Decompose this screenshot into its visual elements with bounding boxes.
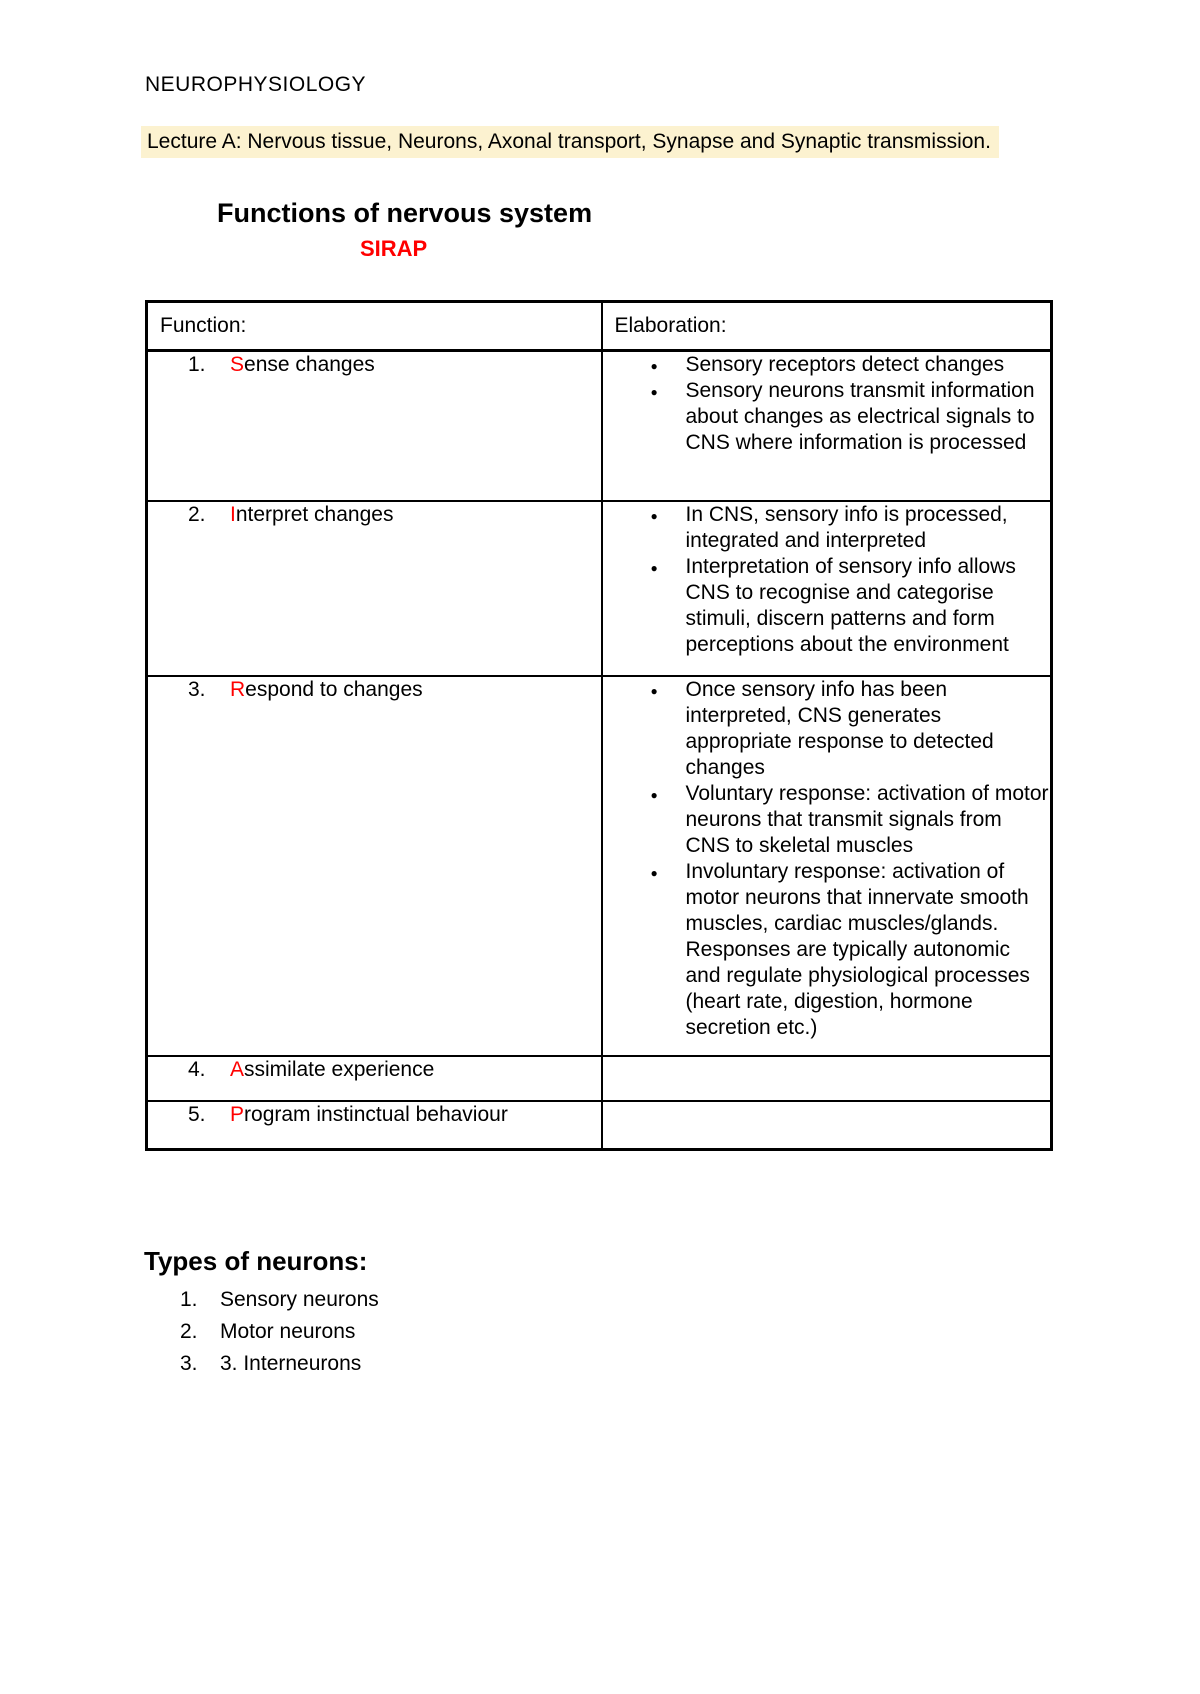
list-item-text: Sensory neurons (220, 1288, 379, 1311)
bullet-item: ● Involuntary response: activation of mot… (651, 859, 1051, 1041)
table-row: 5. Program instinctual behaviour (145, 1099, 1053, 1151)
elaboration-cell: ● Sensory receptors detect changes ● Senso… (600, 349, 1053, 502)
lecture-banner-highlight: Lecture A: Nervous tissue, Neurons, Axon… (141, 126, 999, 158)
elaboration-cell-empty (600, 1054, 1053, 1102)
bullet-icon: ● (650, 385, 658, 399)
function-cell: 3. Respond to changes (145, 674, 603, 1057)
item-number: 2. (188, 502, 206, 526)
elaboration-cell: ● In CNS, sensory info is processed, inte… (600, 499, 1053, 677)
item-number: 4. (188, 1057, 206, 1081)
elaboration-cell: ● Once sensory info has been interpreted,… (600, 674, 1053, 1057)
mnemonic-letter: A (230, 1057, 245, 1081)
list-item: 2. Motor neurons (144, 1316, 379, 1348)
bullet-item: ● Sensory receptors detect changes (651, 352, 1051, 378)
list-item: 3. 3. Interneurons (144, 1348, 379, 1380)
bullet-text: Sensory receptors detect changes (685, 353, 1005, 376)
table-row: 3. Respond to changes ● Once sensory info … (145, 674, 1053, 1057)
bullet-list: ● In CNS, sensory info is processed, inte… (603, 502, 1051, 658)
item-number: 3. (188, 677, 206, 701)
function-cell: 2. Interpret changes (145, 499, 603, 677)
bullet-icon: ● (650, 359, 658, 373)
function-label: ense changes (244, 353, 375, 376)
document-title: NEUROPHYSIOLOGY (145, 73, 367, 96)
bullet-text: In CNS, sensory info is processed, integ… (685, 502, 1008, 552)
table-row: 1. Sense changes ● Sensory receptors detec… (145, 349, 1053, 502)
elaboration-cell-empty (600, 1099, 1053, 1151)
column-header-elaboration: Elaboration: (600, 300, 1053, 352)
table-header-row: Function: Elaboration: (145, 300, 1053, 352)
item-number: 1. (180, 1288, 198, 1311)
bullet-item: ● In CNS, sensory info is processed, inte… (651, 502, 1051, 554)
bullet-list: ● Once sensory info has been interpreted,… (603, 677, 1051, 1041)
function-label: nterpret changes (235, 502, 394, 526)
function-cell: 4. Assimilate experience (145, 1054, 603, 1102)
item-number: 1. (188, 353, 206, 376)
list-item-text: Motor neurons (220, 1320, 356, 1343)
function-item: 4. Assimilate experience (148, 1057, 601, 1083)
bullet-text: Interpretation of sensory info allows CN… (685, 554, 1016, 656)
function-label: espond to changes (245, 677, 423, 701)
mnemonic-letter: I (230, 502, 236, 526)
mnemonic-letter: R (230, 677, 246, 701)
mnemonic-sirap: SIRAP (360, 236, 428, 261)
mnemonic-letter: S (230, 353, 245, 376)
bullet-text: Involuntary response: activation of moto… (685, 859, 1030, 1039)
section-heading: Functions of nervous system (217, 198, 593, 228)
mnemonic-letter: P (230, 1102, 245, 1126)
function-label: rogram instinctual behaviour (244, 1102, 508, 1126)
item-number: 3. (180, 1352, 198, 1375)
functions-table: Function: Elaboration: 1. Sense changes ●… (145, 300, 1053, 1151)
bullet-icon: ● (650, 683, 658, 698)
table-row: 2. Interpret changes ● In CNS, sensory inf… (145, 499, 1053, 677)
bullet-item: ● Once sensory info has been interpreted,… (651, 677, 1051, 781)
column-header-function: Function: (145, 300, 603, 352)
table-row: 4. Assimilate experience (145, 1054, 1053, 1102)
bullet-icon: ● (650, 865, 658, 880)
function-item: 2. Interpret changes (148, 502, 601, 528)
function-cell: 1. Sense changes (145, 349, 603, 502)
bullet-text: Sensory neurons transmit information abo… (685, 379, 1035, 454)
bullet-icon: ● (650, 560, 658, 575)
types-of-neurons-list: 1. Sensory neurons 2. Motor neurons 3. 3. I… (144, 1284, 379, 1380)
function-item: 3. Respond to changes (148, 677, 601, 703)
bullet-item: ● Voluntary response: activation of motor… (651, 781, 1051, 859)
function-label: ssimilate experience (244, 1057, 435, 1081)
bullet-item: ● Sensory neurons transmit information ab… (651, 378, 1051, 456)
bullet-icon: ● (650, 508, 658, 523)
list-item: 1. Sensory neurons (144, 1284, 379, 1316)
item-number: 5. (188, 1102, 206, 1126)
list-item-text: 3. Interneurons (220, 1352, 362, 1375)
function-cell: 5. Program instinctual behaviour (145, 1099, 603, 1151)
bullet-text: Once sensory info has been interpreted, … (685, 677, 994, 779)
function-item: 1. Sense changes (148, 352, 601, 378)
lecture-banner: Lecture A: Nervous tissue, Neurons, Axon… (141, 126, 999, 158)
bullet-item: ● Interpretation of sensory info allows C… (651, 554, 1051, 658)
bullet-text: Voluntary response: activation of motor … (685, 781, 1049, 857)
types-of-neurons-heading: Types of neurons: (144, 1246, 368, 1276)
bullet-icon: ● (650, 787, 658, 802)
function-item: 5. Program instinctual behaviour (148, 1102, 601, 1128)
bullet-list: ● Sensory receptors detect changes ● Senso… (603, 352, 1051, 456)
item-number: 2. (180, 1320, 198, 1343)
